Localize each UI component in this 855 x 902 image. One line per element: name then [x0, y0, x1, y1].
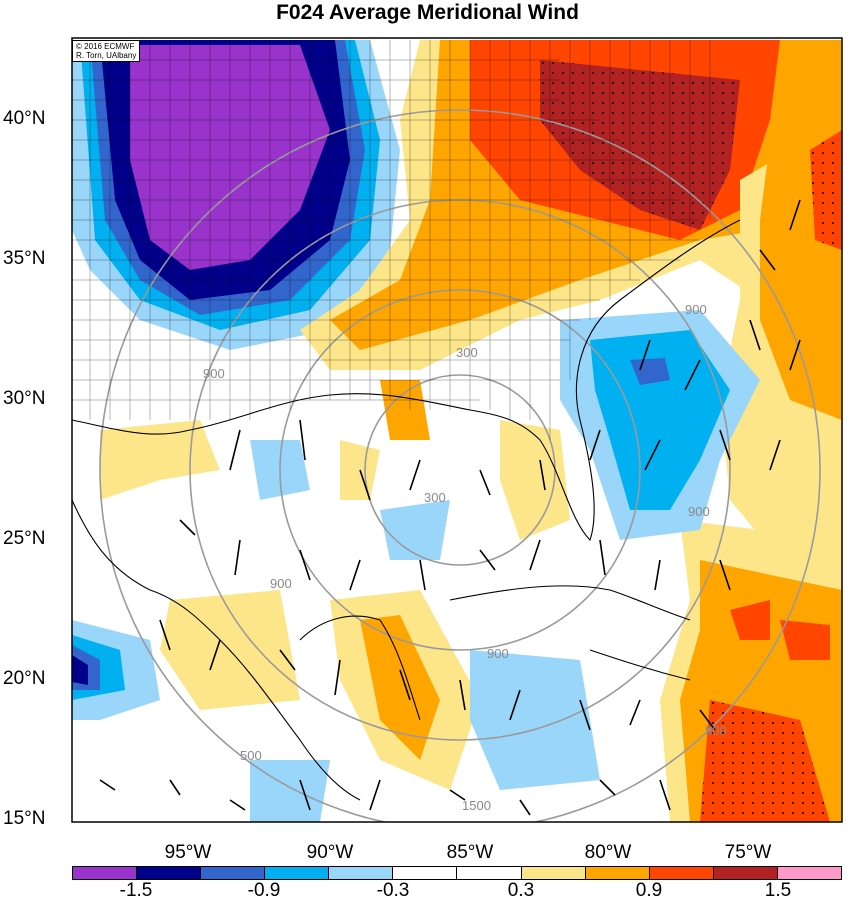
gulf-positive-patch-7 [360, 615, 440, 760]
lat-label: 25°N [3, 528, 45, 549]
contour-label: 900 [270, 576, 292, 591]
lon-label: 90°W [307, 842, 354, 863]
latitude-axis: 40°N 35°N 30°N 25°N 20°N 15°N [3, 108, 45, 829]
gulf-positive-patch-3 [100, 420, 220, 500]
colorbar-swatch [329, 867, 394, 879]
colorbar-label: 0.3 [507, 880, 535, 901]
lat-label: 20°N [3, 668, 45, 689]
wind-barbs [99, 199, 801, 816]
lat-label: 35°N [3, 248, 45, 269]
colorbar-swatch [585, 867, 650, 879]
gulf-negative-patch-2 [380, 500, 450, 560]
colorbar-swatch [649, 867, 714, 879]
longitude-axis: 95°W 90°W 85°W 80°W 75°W [165, 842, 772, 863]
mexico-negative-deep [72, 655, 88, 685]
colorbar [72, 866, 842, 880]
contour-label: 900 [685, 302, 707, 317]
colorbar-swatch [393, 867, 458, 879]
contour-label: 900 [203, 366, 225, 381]
contour-label: 900 [688, 504, 710, 519]
colorbar-swatch [265, 867, 330, 879]
colorbar-swatch [521, 867, 586, 879]
gulf-negative-patch-3 [470, 650, 600, 790]
contour-label: 900 [487, 646, 509, 661]
contour-label: 500 [240, 748, 262, 763]
map-frame [71, 37, 843, 823]
lon-label: 95°W [165, 842, 212, 863]
contour-labels: 900 300 900 900 900 1500 500 300 900 900 [203, 302, 727, 813]
colorbar-swatch [73, 867, 138, 879]
contour-label: 900 [705, 723, 727, 738]
contour-label: 1500 [462, 798, 491, 813]
map-title: F024 Average Meridional Wind [276, 1, 579, 24]
contour-label: 300 [456, 345, 478, 360]
colorbar-label: 1.5 [764, 880, 792, 901]
lon-label: 75°W [725, 842, 772, 863]
caribbean-positive-red-2 [730, 600, 770, 640]
credit-line: © 2016 ECMWF [76, 42, 135, 51]
map-area [72, 38, 842, 822]
caribbean-positive-red-3 [780, 620, 830, 660]
lon-label: 80°W [585, 842, 632, 863]
gulf-positive-patch-4 [380, 380, 430, 440]
lat-label: 40°N [3, 108, 45, 129]
colorbar-swatch [713, 867, 778, 879]
lon-label: 85°W [447, 842, 494, 863]
caribbean-positive-dots [700, 700, 830, 822]
colorbar-swatch [201, 867, 266, 879]
colorbar-label: 0.9 [635, 880, 663, 901]
lat-label: 30°N [3, 388, 45, 409]
colorbar-swatch [137, 867, 202, 879]
florida-negative-dark [630, 358, 670, 385]
county-grid [72, 40, 711, 440]
colorbar-label: -0.3 [376, 880, 410, 901]
credit-box: © 2016 ECMWF R. Torn, UAlbany [72, 40, 141, 62]
colorbar-label: -1.5 [119, 880, 153, 901]
lat-label: 15°N [3, 808, 45, 829]
credit-line: R. Torn, UAlbany [76, 51, 137, 60]
atlantic-positive-dots [810, 130, 842, 250]
colorbar-swatch [777, 867, 841, 879]
colorbar-label: -0.9 [247, 880, 281, 901]
gulf-negative-patch-4 [250, 760, 330, 822]
florida-negative-medium [590, 330, 730, 510]
colorbar-swatch [457, 867, 522, 879]
contour-label: 300 [424, 490, 446, 505]
